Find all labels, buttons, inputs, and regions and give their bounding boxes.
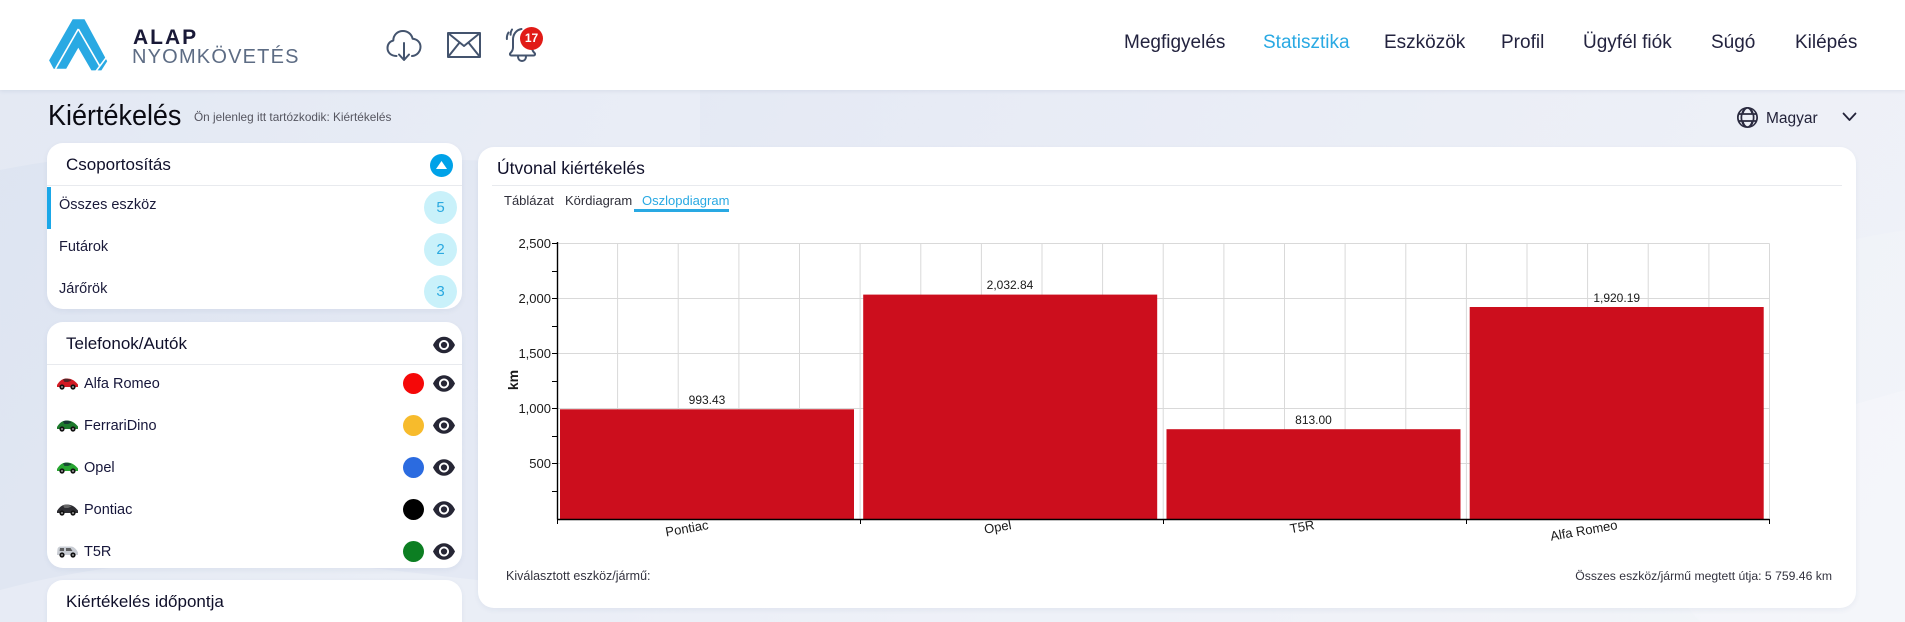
svg-text:Alfa Romeo: Alfa Romeo bbox=[1549, 517, 1618, 544]
svg-text:Opel: Opel bbox=[983, 517, 1013, 537]
svg-text:km: km bbox=[505, 370, 521, 390]
svg-text:2,032.84: 2,032.84 bbox=[987, 278, 1034, 292]
svg-text:Pontiac: Pontiac bbox=[664, 517, 710, 539]
svg-text:993.43: 993.43 bbox=[689, 393, 726, 407]
svg-text:1,500: 1,500 bbox=[518, 346, 551, 361]
svg-text:813.00: 813.00 bbox=[1295, 413, 1332, 427]
svg-text:1,920.19: 1,920.19 bbox=[1593, 291, 1640, 305]
svg-text:500: 500 bbox=[529, 456, 551, 471]
svg-text:2,000: 2,000 bbox=[518, 291, 551, 306]
svg-text:T5R: T5R bbox=[1289, 517, 1316, 536]
svg-text:2,500: 2,500 bbox=[518, 236, 551, 251]
svg-text:1,000: 1,000 bbox=[518, 401, 551, 416]
